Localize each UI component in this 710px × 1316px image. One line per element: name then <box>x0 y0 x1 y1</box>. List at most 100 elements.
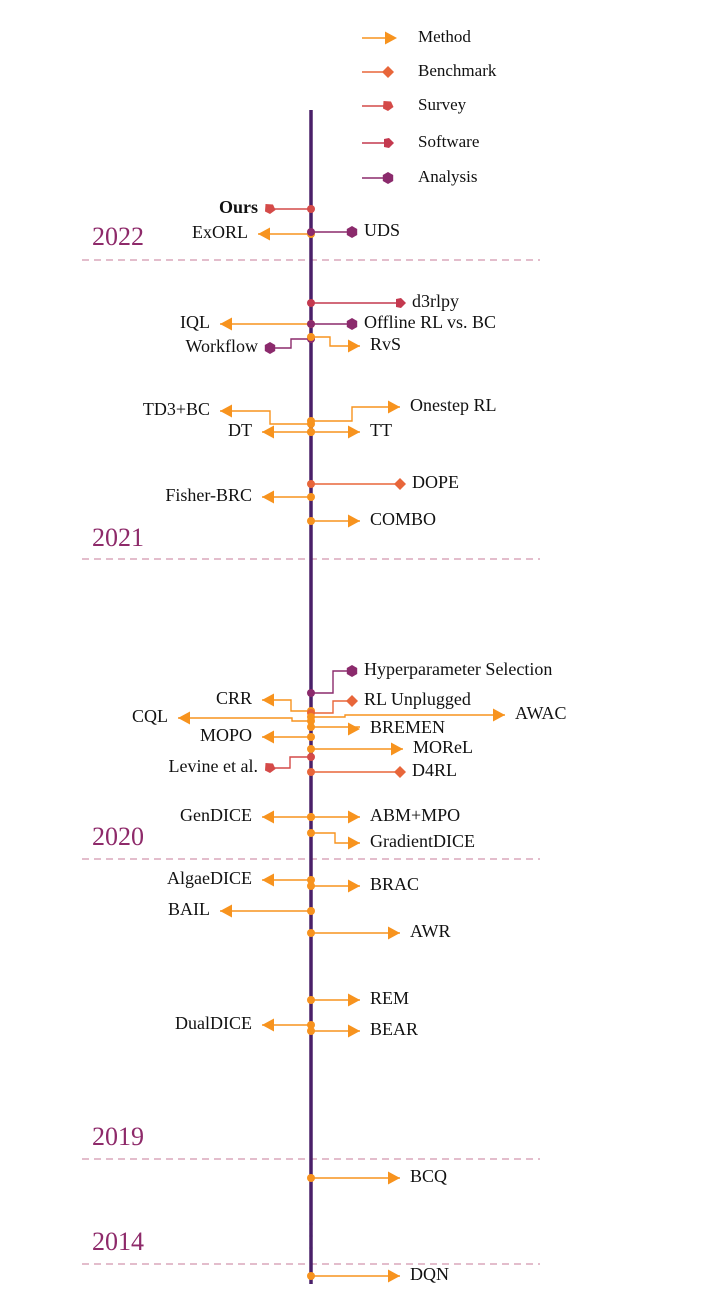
entry-axis-dot-bail <box>307 907 315 915</box>
year-label-2014: 2014 <box>92 1227 144 1256</box>
entry-marker-awac <box>493 708 505 722</box>
entry-axis-dot-combo <box>307 517 315 525</box>
legend-item-method: Method <box>362 27 471 46</box>
legend-item-analysis: Analysis <box>362 167 478 186</box>
entry-marker-tt <box>348 425 360 439</box>
entry-connector-hyperparameter-selection <box>311 670 352 694</box>
legend-item-survey: Survey <box>362 95 467 114</box>
entry-connector-crr <box>262 699 311 712</box>
legend-marker-analysis <box>382 172 394 184</box>
entry-combo: COMBO <box>307 509 436 529</box>
legend-item-software: Software <box>362 132 479 151</box>
entry-axis-dot-awr <box>307 929 315 937</box>
entry-awr: AWR <box>307 921 451 941</box>
entry-bear: BEAR <box>307 1019 418 1039</box>
entry-marker-d4rl <box>394 766 406 778</box>
entry-label-dope: DOPE <box>412 472 459 492</box>
entry-marker-td3-bc <box>220 404 232 418</box>
entry-label-mopo: MOPO <box>200 725 252 745</box>
entry-marker-gendice <box>262 810 274 824</box>
entry-label-dualdice: DualDICE <box>175 1013 252 1033</box>
entry-connector-onestep-rl <box>311 406 400 422</box>
entry-label-algaedice: AlgaeDICE <box>167 868 252 888</box>
legend-marker-software <box>384 138 394 148</box>
entry-label-levine-et-al: Levine et al. <box>169 756 258 776</box>
entry-rvs: RvS <box>307 333 401 354</box>
entry-label-cql: CQL <box>132 706 168 726</box>
entry-exorl: ExORL <box>192 222 315 242</box>
entry-label-onestep-rl: Onestep RL <box>410 395 496 415</box>
entry-marker-crr <box>262 693 274 707</box>
entry-marker-brac <box>348 879 360 893</box>
entry-label-awac: AWAC <box>515 703 567 723</box>
entry-marker-cql <box>178 711 190 725</box>
entry-axis-dot-d3rlpy <box>307 299 315 307</box>
entry-connector-levine-et-al <box>270 756 311 769</box>
entry-marker-mopo <box>262 730 274 744</box>
entry-label-uds: UDS <box>364 220 400 240</box>
entry-connector-workflow <box>270 338 311 349</box>
entry-axis-dot-mopo <box>307 733 315 741</box>
entry-marker-rl-unplugged <box>346 695 358 707</box>
entry-bail: BAIL <box>168 899 315 919</box>
entry-ours: Ours <box>219 197 315 217</box>
entry-marker-bail <box>220 904 232 918</box>
entry-workflow: Workflow <box>185 335 315 356</box>
entry-axis-dot-rvs <box>307 333 315 341</box>
entry-levine-et-al: Levine et al. <box>169 753 315 776</box>
entry-axis-dot-onestep-rl <box>307 417 315 425</box>
entry-axis-dot-d4rl <box>307 768 315 776</box>
entry-label-d3rlpy: d3rlpy <box>412 291 459 311</box>
entry-iql: IQL <box>180 312 315 332</box>
entry-uds: UDS <box>307 220 400 240</box>
entry-axis-dot-uds <box>307 228 315 236</box>
entry-marker-workflow <box>264 342 276 354</box>
entry-marker-morel <box>391 742 403 756</box>
entry-axis-dot-offline-rl-vs-bc <box>307 320 315 328</box>
entry-axis-dot-bear <box>307 1027 315 1035</box>
legend-label-survey: Survey <box>418 95 467 114</box>
entry-axis-dot-abm-mpo <box>307 813 315 821</box>
entry-offline-rl-vs-bc: Offline RL vs. BC <box>307 312 496 332</box>
entry-label-d4rl: D4RL <box>412 760 457 780</box>
entry-label-awr: AWR <box>410 921 451 941</box>
entry-marker-bear <box>348 1024 360 1038</box>
entry-label-dqn: DQN <box>410 1264 449 1284</box>
entry-gendice: GenDICE <box>180 805 315 825</box>
entry-marker-bcq <box>388 1171 400 1185</box>
entry-axis-dot-levine-et-al <box>307 753 315 761</box>
entry-marker-awr <box>388 926 400 940</box>
entry-label-exorl: ExORL <box>192 222 248 242</box>
entry-marker-abm-mpo <box>348 810 360 824</box>
entry-label-hyperparameter-selection: Hyperparameter Selection <box>364 659 552 679</box>
entry-td3-bc: TD3+BC <box>143 399 315 428</box>
entry-mopo: MOPO <box>200 725 315 745</box>
entry-marker-combo <box>348 514 360 528</box>
entry-label-ours: Ours <box>219 197 258 217</box>
entry-axis-dot-ours <box>307 205 315 213</box>
entry-marker-rem <box>348 993 360 1007</box>
entry-rem: REM <box>307 988 409 1008</box>
entry-dt: DT <box>228 420 315 440</box>
entry-marker-gradientdice <box>348 836 360 850</box>
entry-label-tt: TT <box>370 420 392 440</box>
entry-marker-uds <box>346 226 358 238</box>
entry-label-td3-bc: TD3+BC <box>143 399 210 419</box>
entry-connector-td3-bc <box>220 410 311 425</box>
entry-axis-dot-dqn <box>307 1272 315 1280</box>
entry-label-bear: BEAR <box>370 1019 418 1039</box>
entry-axis-dot-dualdice <box>307 1021 315 1029</box>
entry-marker-offline-rl-vs-bc <box>346 318 358 330</box>
entry-label-bcq: BCQ <box>410 1166 447 1186</box>
entry-label-morel: MOReL <box>413 737 473 757</box>
legend-marker-benchmark <box>382 66 394 78</box>
entry-hyperparameter-selection: Hyperparameter Selection <box>307 659 552 697</box>
entry-axis-dot-fisher-brc <box>307 493 315 501</box>
entry-axis-dot-brac <box>307 882 315 890</box>
entry-label-combo: COMBO <box>370 509 436 529</box>
entry-label-gendice: GenDICE <box>180 805 252 825</box>
entry-fisher-brc: Fisher-BRC <box>165 485 315 505</box>
entry-marker-iql <box>220 317 232 331</box>
entry-label-brac: BRAC <box>370 874 419 894</box>
